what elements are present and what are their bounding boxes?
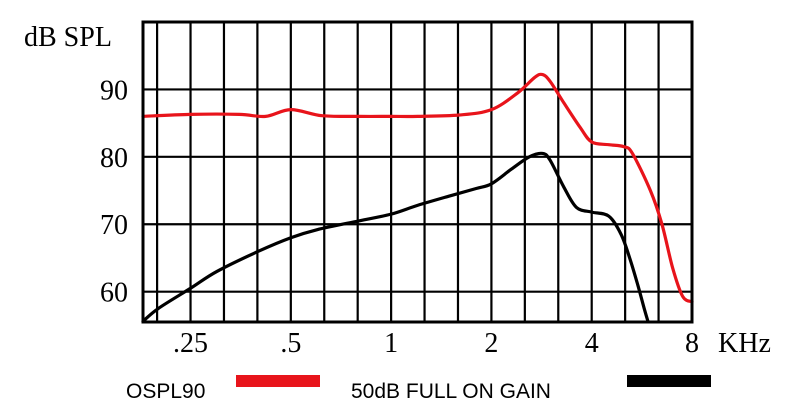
vertical-grid-lines [156, 22, 694, 322]
series-layer [141, 72, 694, 323]
y-tick-label: 60 [100, 278, 128, 309]
legend-swatch-ospl90 [236, 375, 320, 387]
x-axis-label: KHz [718, 328, 771, 359]
x-tick-labels: .25 .5 1 2 4 8 [173, 328, 699, 359]
y-tick-label: 70 [100, 210, 128, 241]
y-axis-label: dB SPL [24, 22, 112, 53]
legend: OSPL90 50dB FULL ON GAIN [126, 375, 711, 403]
y-tick-labels: 60 70 80 90 [100, 75, 128, 308]
plot-frame [141, 20, 694, 324]
y-tick-label: 80 [100, 143, 128, 174]
series-line-full-on-gain [141, 151, 650, 323]
x-tick-label: 8 [685, 328, 699, 359]
legend-label-full-on-gain: 50dB FULL ON GAIN [351, 380, 551, 403]
legend-swatch-full-on-gain [627, 375, 711, 387]
y-tick-label: 90 [100, 75, 128, 106]
legend-label-ospl90: OSPL90 [126, 380, 205, 403]
x-tick-label: 4 [585, 328, 599, 359]
x-tick-label: .25 [173, 328, 208, 359]
series-line-ospl90 [141, 72, 694, 304]
horizontal-grid-lines [143, 88, 692, 293]
x-tick-label: 2 [484, 328, 498, 359]
x-tick-label: .5 [280, 328, 301, 359]
x-tick-label: 1 [384, 328, 398, 359]
